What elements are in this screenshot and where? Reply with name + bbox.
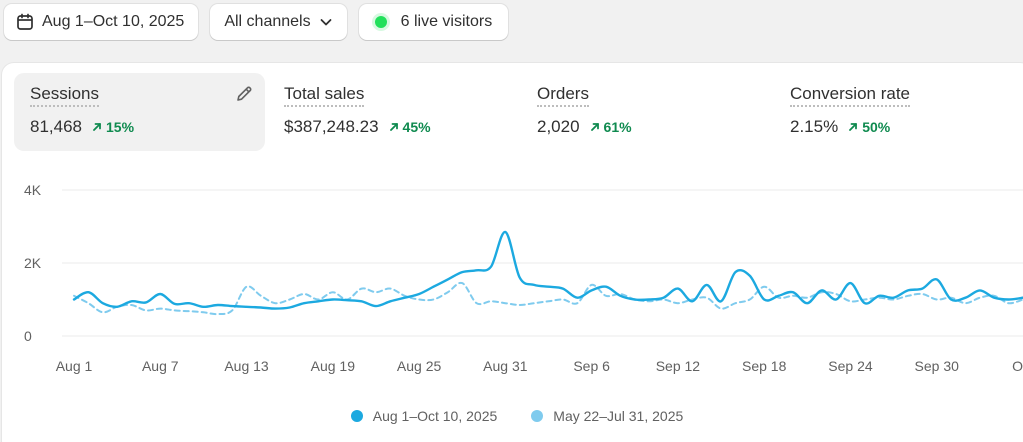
live-visitors-button[interactable]: 6 live visitors — [358, 4, 509, 40]
metric-total-sales[interactable]: Total sales $387,248.23 45% — [268, 73, 518, 151]
metric-change: 15% — [92, 119, 134, 135]
toolbar: Aug 1–Oct 10, 2025 All channels 6 live v… — [4, 4, 509, 41]
metric-value: 2,020 — [537, 117, 580, 136]
arrow-up-right-icon — [389, 123, 398, 131]
metric-change-value: 61% — [603, 119, 632, 135]
metric-conversion-rate[interactable]: Conversion rate 2.15% 50% — [774, 73, 1022, 151]
metric-change: 50% — [848, 119, 890, 135]
x-tick-label: Oct — [1012, 358, 1023, 374]
x-tick-label: Aug 25 — [397, 358, 442, 374]
x-tick-label: Aug 19 — [311, 358, 356, 374]
x-tick-label: Aug 13 — [224, 358, 269, 374]
metric-value: 2.15% — [790, 117, 839, 136]
x-tick-label: Sep 30 — [915, 358, 960, 374]
x-tick-label: Sep 18 — [742, 358, 787, 374]
pencil-icon[interactable] — [235, 85, 253, 108]
metric-change-value: 15% — [106, 119, 135, 135]
metric-change: 45% — [389, 119, 431, 135]
metric-label: Conversion rate — [790, 85, 911, 107]
arrow-up-right-icon — [849, 123, 858, 131]
chevron-down-icon — [319, 15, 333, 29]
channels-label: All channels — [224, 13, 311, 30]
series-line-current — [72, 230, 1023, 310]
legend-item-comparison[interactable]: May 22–Jul 31, 2025 — [531, 408, 683, 424]
calendar-icon — [16, 13, 34, 31]
date-range-label: Aug 1–Oct 10, 2025 — [42, 13, 185, 30]
metric-label: Orders — [537, 85, 589, 107]
series-line-comparison — [73, 281, 1023, 316]
metric-change-value: 50% — [862, 119, 891, 135]
live-status-icon — [374, 16, 387, 28]
y-tick-label: 2K — [24, 255, 42, 271]
legend-label-comparison: May 22–Jul 31, 2025 — [553, 408, 684, 424]
metric-change: 61% — [590, 119, 632, 135]
y-tick-label: 4K — [24, 182, 42, 198]
arrow-up-right-icon — [93, 123, 101, 131]
analytics-card: Sessions 81,468 15% Total sales $387,248… — [2, 63, 1023, 442]
metric-change-value: 45% — [402, 119, 431, 135]
metric-orders[interactable]: Orders 2,020 61% — [521, 73, 771, 151]
live-visitors-label: 6 live visitors — [400, 13, 493, 30]
metric-value: $387,248.23 — [284, 117, 379, 136]
x-tick-label: Sep 6 — [573, 358, 610, 374]
legend-label-current: Aug 1–Oct 10, 2025 — [372, 408, 498, 424]
metric-label: Sessions — [30, 85, 99, 107]
chart-legend: Aug 1–Oct 10, 2025 May 22–Jul 31, 2025 — [2, 408, 1023, 424]
x-tick-label: Aug 1 — [56, 358, 93, 374]
sessions-line-chart: 4K 2K 0 Aug 1 Aug 7 Aug 13 Aug 19 Aug 25 Aug 31 S… — [24, 182, 1023, 374]
y-tick-label: 0 — [24, 328, 32, 344]
legend-dot-comparison — [531, 410, 544, 422]
x-tick-label: Aug 31 — [483, 358, 528, 374]
x-tick-label: Sep 24 — [828, 358, 873, 374]
metric-value: 81,468 — [30, 117, 82, 136]
x-tick-label: Aug 7 — [142, 358, 179, 374]
date-range-picker[interactable]: Aug 1–Oct 10, 2025 — [4, 4, 199, 40]
x-tick-label: Sep 12 — [656, 358, 701, 374]
legend-item-current[interactable]: Aug 1–Oct 10, 2025 — [350, 408, 498, 424]
metric-label: Total sales — [284, 85, 365, 107]
legend-dot-current — [350, 410, 363, 422]
metrics-row: Sessions 81,468 15% Total sales $387,248… — [14, 73, 1023, 151]
metric-sessions[interactable]: Sessions 81,468 15% — [14, 73, 265, 151]
channels-dropdown[interactable]: All channels — [210, 4, 347, 40]
arrow-up-right-icon — [590, 123, 599, 131]
